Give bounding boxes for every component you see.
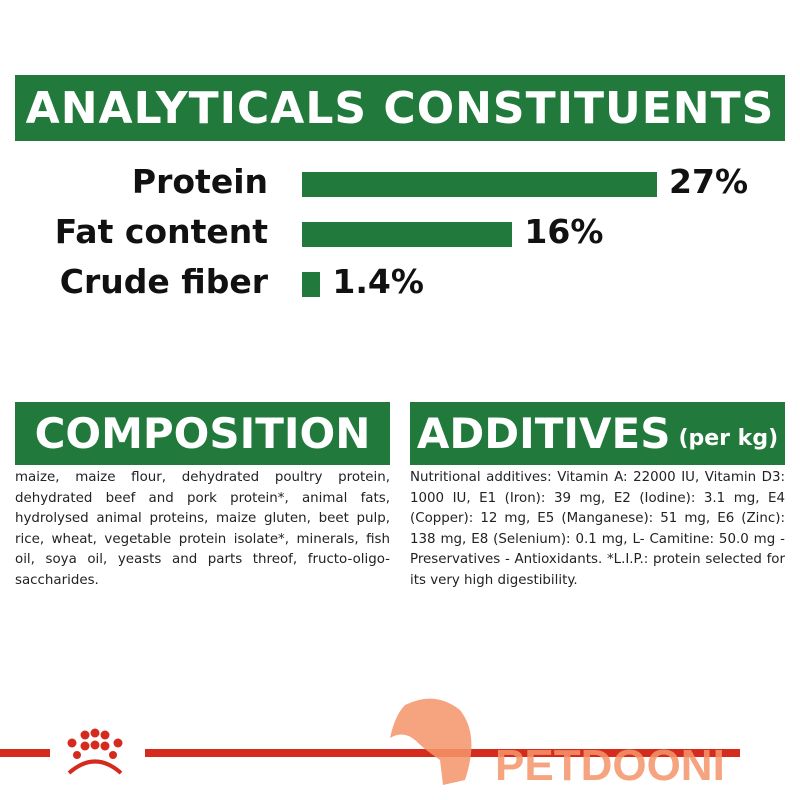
composition-title: COMPOSITION [34,409,371,458]
composition-banner: COMPOSITION [15,402,390,465]
bar-fat-content [302,222,513,247]
additives-text: Nutritional additives: Vitamin A: 22000 … [410,470,785,588]
svg-text:PETDOONI: PETDOONI [495,741,725,790]
composition-text: maize, maize flour, dehydrated poultry p… [15,470,390,588]
bar-crude-fiber [302,272,321,297]
additives-banner: ADDITIVES (per kg) [410,402,785,465]
additives-title: ADDITIVES [416,409,671,458]
data-label: 27% [669,162,749,201]
category-label: Fat content [54,212,268,251]
category-label: Crude fiber [59,262,268,301]
data-label: 16% [524,212,604,251]
category-label: Protein [131,162,268,201]
data-label: 1.4% [332,262,424,301]
additives-subtitle: (per kg) [678,426,779,451]
analytics-banner: ANALYTICALS CONSTITUENTS [15,75,785,141]
petdooni-watermark: PETDOONI [390,698,725,790]
crown-icon [67,728,123,775]
analytics-title: ANALYTICALS CONSTITUENTS [25,82,775,134]
bar-protein [302,172,658,197]
footer-line-left [0,749,50,757]
